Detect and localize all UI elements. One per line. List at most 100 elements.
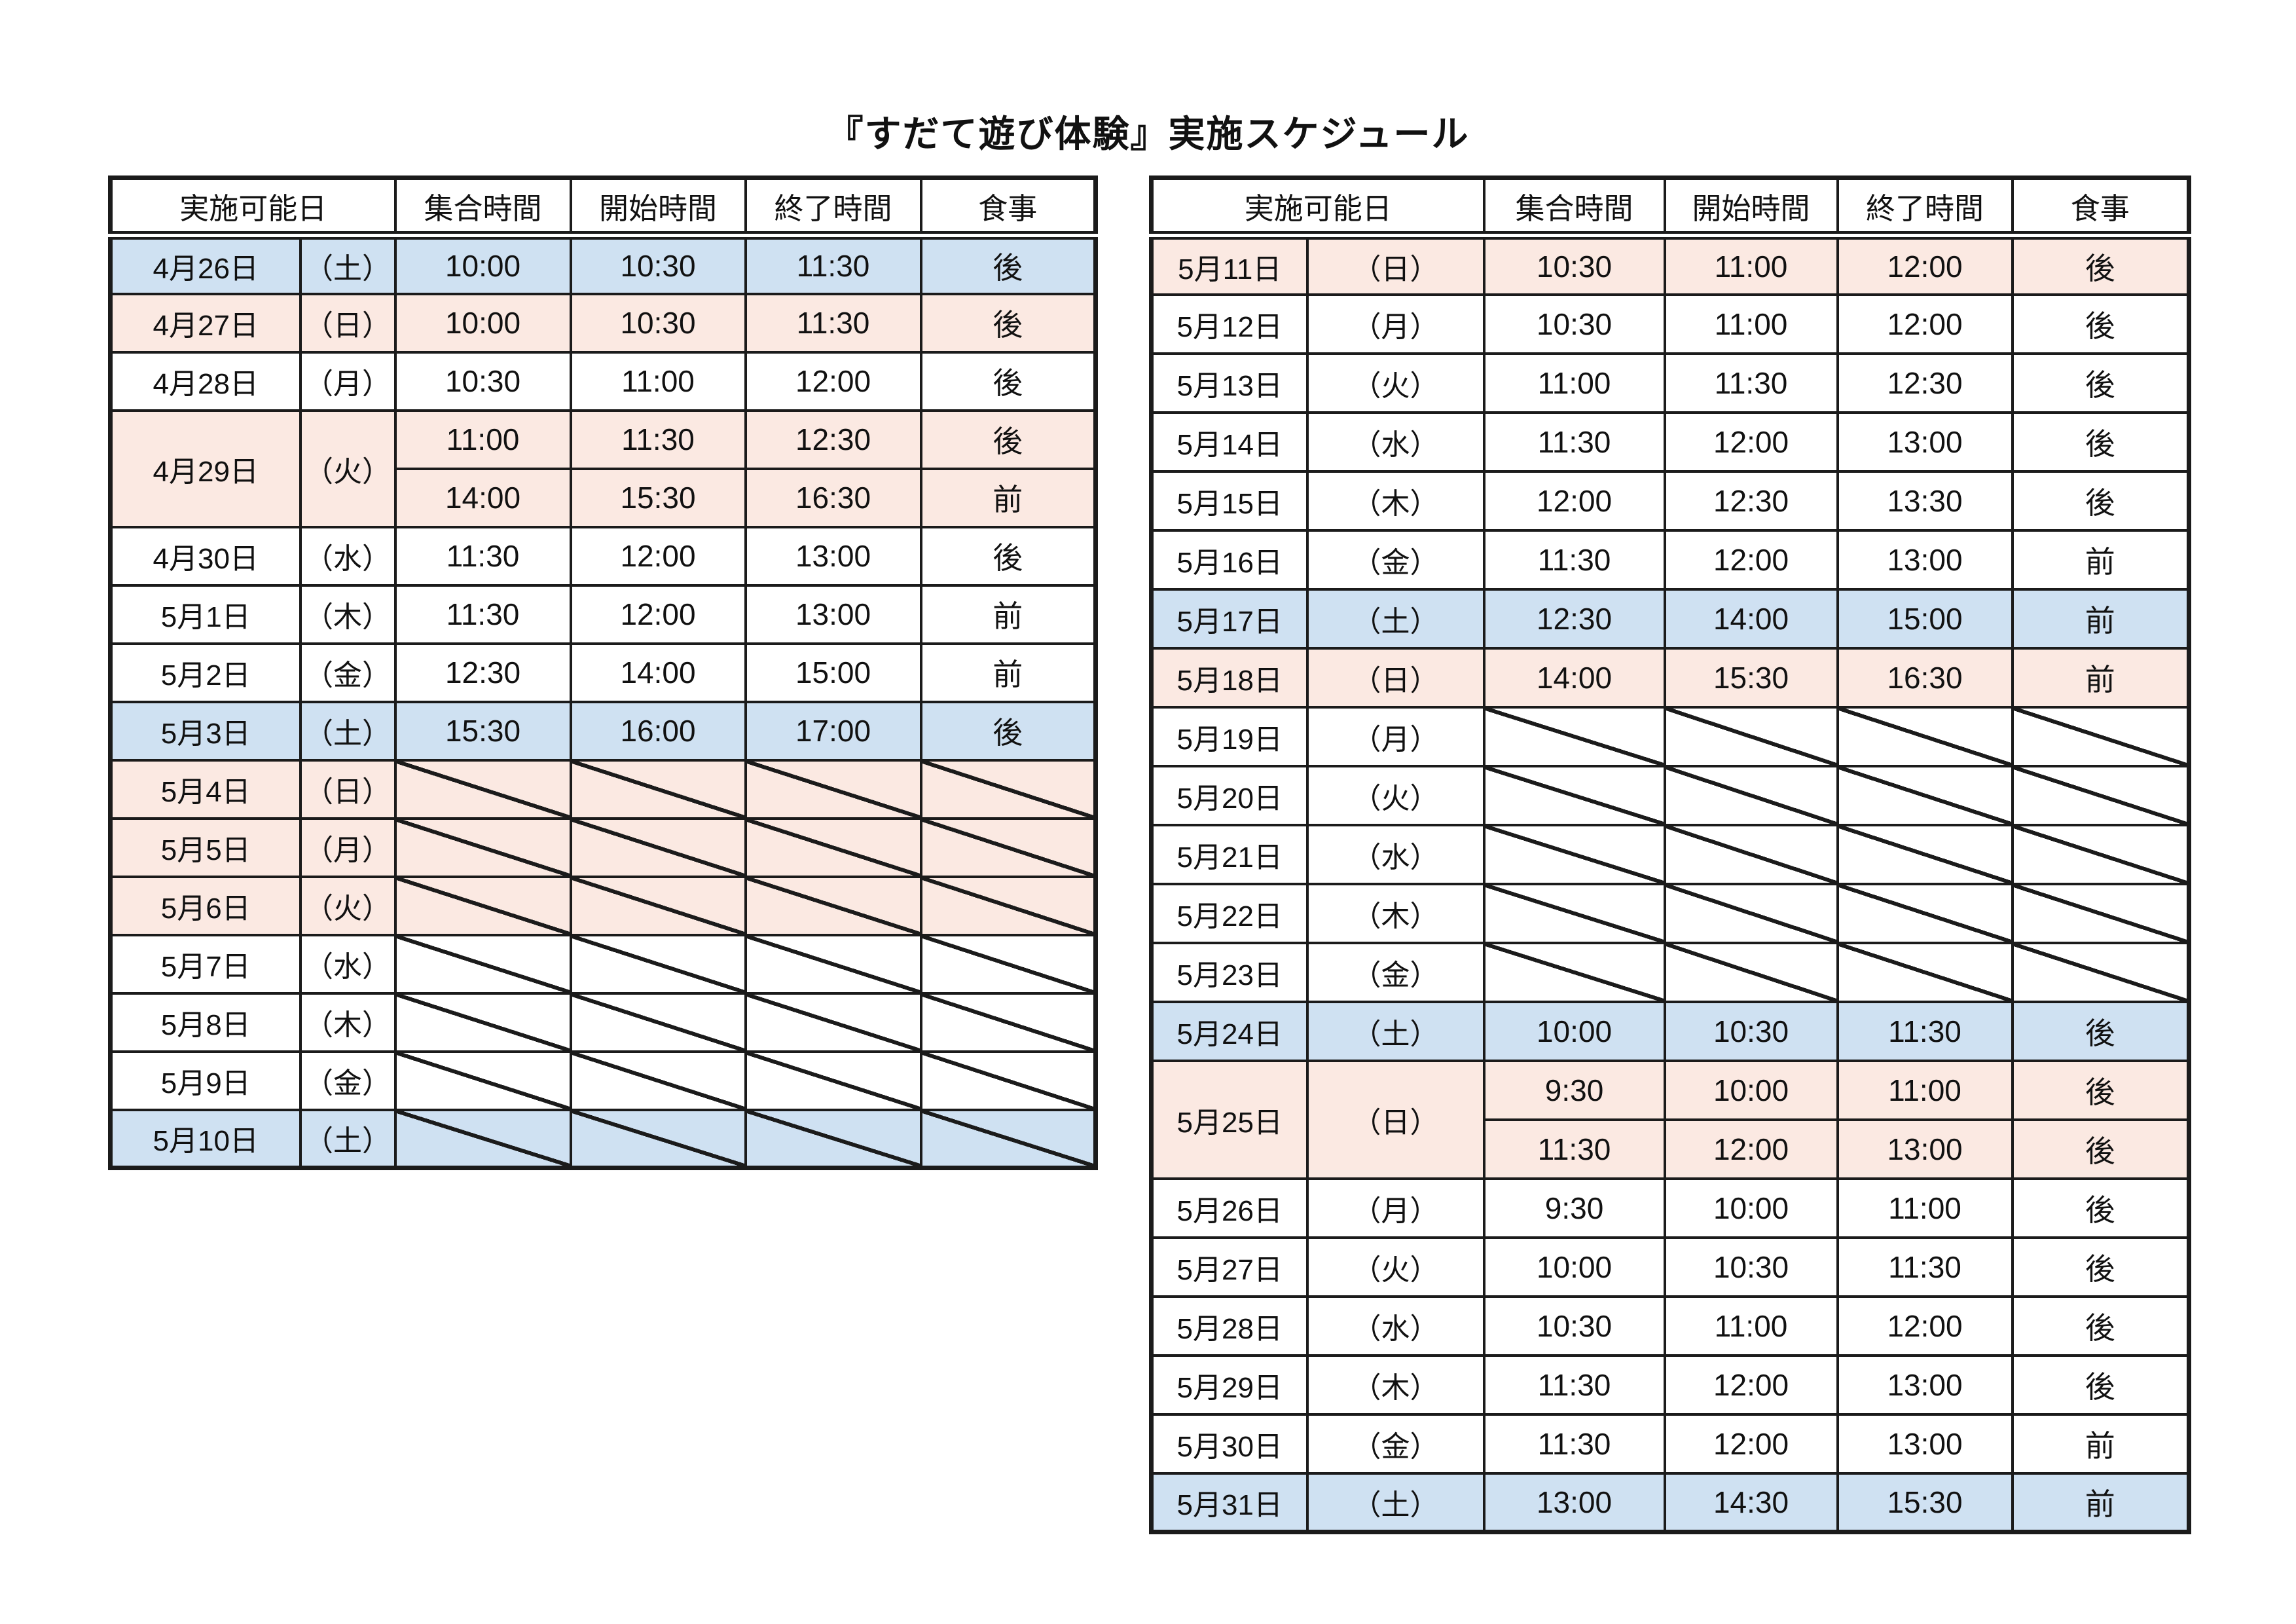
weekday-cell: （土） (1305, 587, 1485, 650)
date-cell: 5月7日 (109, 933, 302, 995)
date-cell: 4月27日 (109, 292, 302, 354)
date-cell: 5月27日 (1150, 1236, 1309, 1298)
crossed-cell (744, 817, 922, 878)
col-header-start: 開始時間 (1663, 176, 1839, 240)
meet-time-cell: 15:30 (393, 700, 572, 762)
table-row: 5月6日 （火） (109, 875, 1097, 936)
end-time-cell: 17:00 (744, 700, 922, 762)
meet-time-cell: 12:30 (1482, 587, 1666, 650)
meet-time-cell: 11:30 (1482, 1118, 1666, 1180)
meal-cell: 後 (2011, 411, 2191, 473)
crossed-cell (2011, 823, 2191, 885)
meal-cell: 後 (2011, 1177, 2191, 1239)
meal-cell: 後 (2011, 470, 2191, 532)
table-row: 5月22日 （木） (1150, 882, 2191, 944)
start-time-cell: 11:00 (1663, 293, 1839, 355)
date-cell: 5月5日 (109, 817, 302, 878)
meal-cell: 前 (919, 467, 1097, 528)
weekday-cell: （火） (1305, 764, 1485, 826)
crossed-cell (569, 991, 747, 1053)
table-row: 5月26日 （月） 9:30 10:00 11:00 後 (1150, 1177, 2191, 1239)
start-time-cell: 12:00 (1663, 528, 1839, 591)
end-time-cell: 13:00 (744, 583, 922, 645)
date-cell: 5月29日 (1150, 1354, 1309, 1416)
end-time-cell: 12:00 (1836, 293, 2014, 355)
meal-cell: 後 (919, 409, 1097, 470)
meal-cell: 後 (2011, 1000, 2191, 1062)
weekday-cell: （火） (299, 409, 397, 528)
start-time-cell: 10:30 (569, 234, 747, 295)
weekday-cell: （金） (299, 642, 397, 703)
start-time-cell: 11:30 (569, 409, 747, 470)
date-cell: 5月6日 (109, 875, 302, 936)
date-cell: 5月22日 (1150, 882, 1309, 944)
meal-cell: 後 (919, 525, 1097, 587)
meet-time-cell: 12:30 (393, 642, 572, 703)
date-cell: 5月13日 (1150, 352, 1309, 414)
table-row: 14:00 15:30 16:30 前 (111, 467, 1097, 528)
meet-time-cell: 12:00 (1482, 470, 1666, 532)
meal-cell: 後 (919, 234, 1097, 295)
crossed-cell (1663, 705, 1839, 767)
schedule-table-may: 実施可能日 集合時間 開始時間 終了時間 食事 5月11日 （日） 10:30 11:… (1149, 175, 2192, 1534)
crossed-cell (2011, 764, 2191, 826)
table-row: 5月1日 （木） 11:30 12:00 13:00 前 (109, 583, 1097, 645)
meal-cell: 前 (2011, 587, 2191, 650)
crossed-cell (1836, 882, 2014, 944)
weekday-cell: （木） (1305, 470, 1485, 532)
crossed-cell (919, 1050, 1097, 1111)
table-row: 5月13日 （火） 11:00 11:30 12:30 後 (1150, 352, 2191, 414)
crossed-cell (1663, 823, 1839, 885)
start-time-cell: 16:00 (569, 700, 747, 762)
table-row: 4月26日 （土） 10:00 10:30 11:30 後 (109, 234, 1097, 295)
weekday-cell: （土） (299, 700, 397, 762)
table-row: 5月31日 （土） 13:00 14:30 15:30 前 (1150, 1471, 2191, 1534)
start-time-cell: 11:00 (569, 350, 747, 412)
start-time-cell: 15:30 (1663, 646, 1839, 709)
start-time-cell: 10:30 (1663, 1000, 1839, 1062)
meet-time-cell: 10:30 (393, 350, 572, 412)
weekday-cell: （水） (1305, 823, 1485, 885)
table-row: 5月2日 （金） 12:30 14:00 15:00 前 (109, 642, 1097, 703)
date-cell: 4月30日 (109, 525, 302, 587)
table-row: 5月9日 （金） (109, 1050, 1097, 1111)
header-row: 実施可能日 集合時間 開始時間 終了時間 食事 (1150, 176, 2191, 240)
meet-time-cell: 10:30 (1482, 1295, 1666, 1357)
weekday-cell: （火） (1305, 352, 1485, 414)
weekday-cell: （土） (1305, 1000, 1485, 1062)
meet-time-cell: 11:00 (1482, 352, 1666, 414)
meet-time-cell: 11:30 (1482, 1412, 1666, 1475)
start-time-cell: 10:00 (1663, 1177, 1839, 1239)
date-cell: 5月16日 (1150, 528, 1309, 591)
crossed-cell (393, 875, 572, 936)
date-cell: 5月17日 (1150, 587, 1309, 650)
meal-cell: 後 (2011, 1118, 2191, 1180)
table-row: 5月21日 （水） (1150, 823, 2191, 885)
end-time-cell: 12:00 (1836, 234, 2014, 296)
crossed-cell (1836, 941, 2014, 1003)
col-header-meal: 食事 (919, 176, 1097, 240)
col-header-end: 終了時間 (1836, 176, 2014, 240)
crossed-cell (1482, 941, 1666, 1003)
date-cell: 5月20日 (1150, 764, 1309, 826)
crossed-cell (2011, 941, 2191, 1003)
crossed-cell (919, 1108, 1097, 1170)
table-row: 4月28日 （月） 10:30 11:00 12:00 後 (109, 350, 1097, 412)
start-time-cell: 11:00 (1663, 234, 1839, 296)
crossed-cell (569, 875, 747, 936)
weekday-cell: （日） (299, 758, 397, 820)
crossed-cell (744, 991, 922, 1053)
end-time-cell: 11:30 (1836, 1236, 2014, 1298)
start-time-cell: 12:00 (1663, 411, 1839, 473)
meal-cell: 後 (919, 350, 1097, 412)
table-row: 5月11日 （日） 10:30 11:00 12:00 後 (1150, 234, 2191, 296)
date-cell: 5月8日 (109, 991, 302, 1053)
meet-time-cell: 14:00 (1482, 646, 1666, 709)
start-time-cell: 10:30 (569, 292, 747, 354)
start-time-cell: 14:30 (1663, 1471, 1839, 1534)
crossed-cell (2011, 882, 2191, 944)
weekday-cell: （月） (1305, 293, 1485, 355)
end-time-cell: 13:00 (744, 525, 922, 587)
meet-time-cell: 10:30 (1482, 234, 1666, 296)
col-header-meet: 集合時間 (1482, 176, 1666, 240)
